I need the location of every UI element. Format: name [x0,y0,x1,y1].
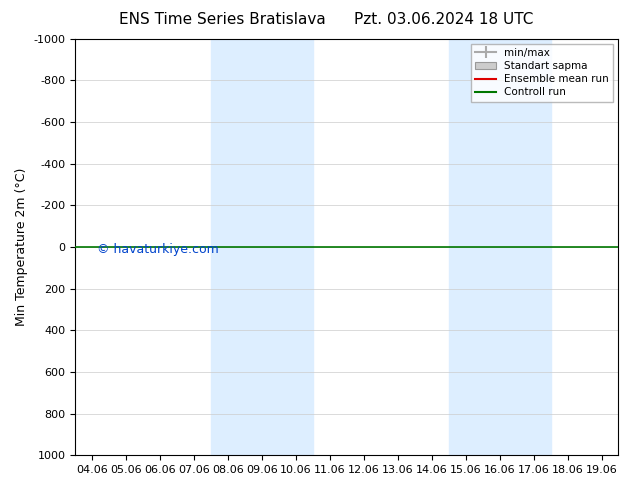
Text: © havaturkiye.com: © havaturkiye.com [97,243,219,255]
Y-axis label: Min Temperature 2m (°C): Min Temperature 2m (°C) [15,168,28,326]
Text: ENS Time Series Bratislava: ENS Time Series Bratislava [119,12,325,27]
Bar [449,39,550,455]
Text: Pzt. 03.06.2024 18 UTC: Pzt. 03.06.2024 18 UTC [354,12,533,27]
Bar [211,39,313,455]
Legend: min/max, Standart sapma, Ensemble mean run, Controll run: min/max, Standart sapma, Ensemble mean r… [471,44,613,101]
